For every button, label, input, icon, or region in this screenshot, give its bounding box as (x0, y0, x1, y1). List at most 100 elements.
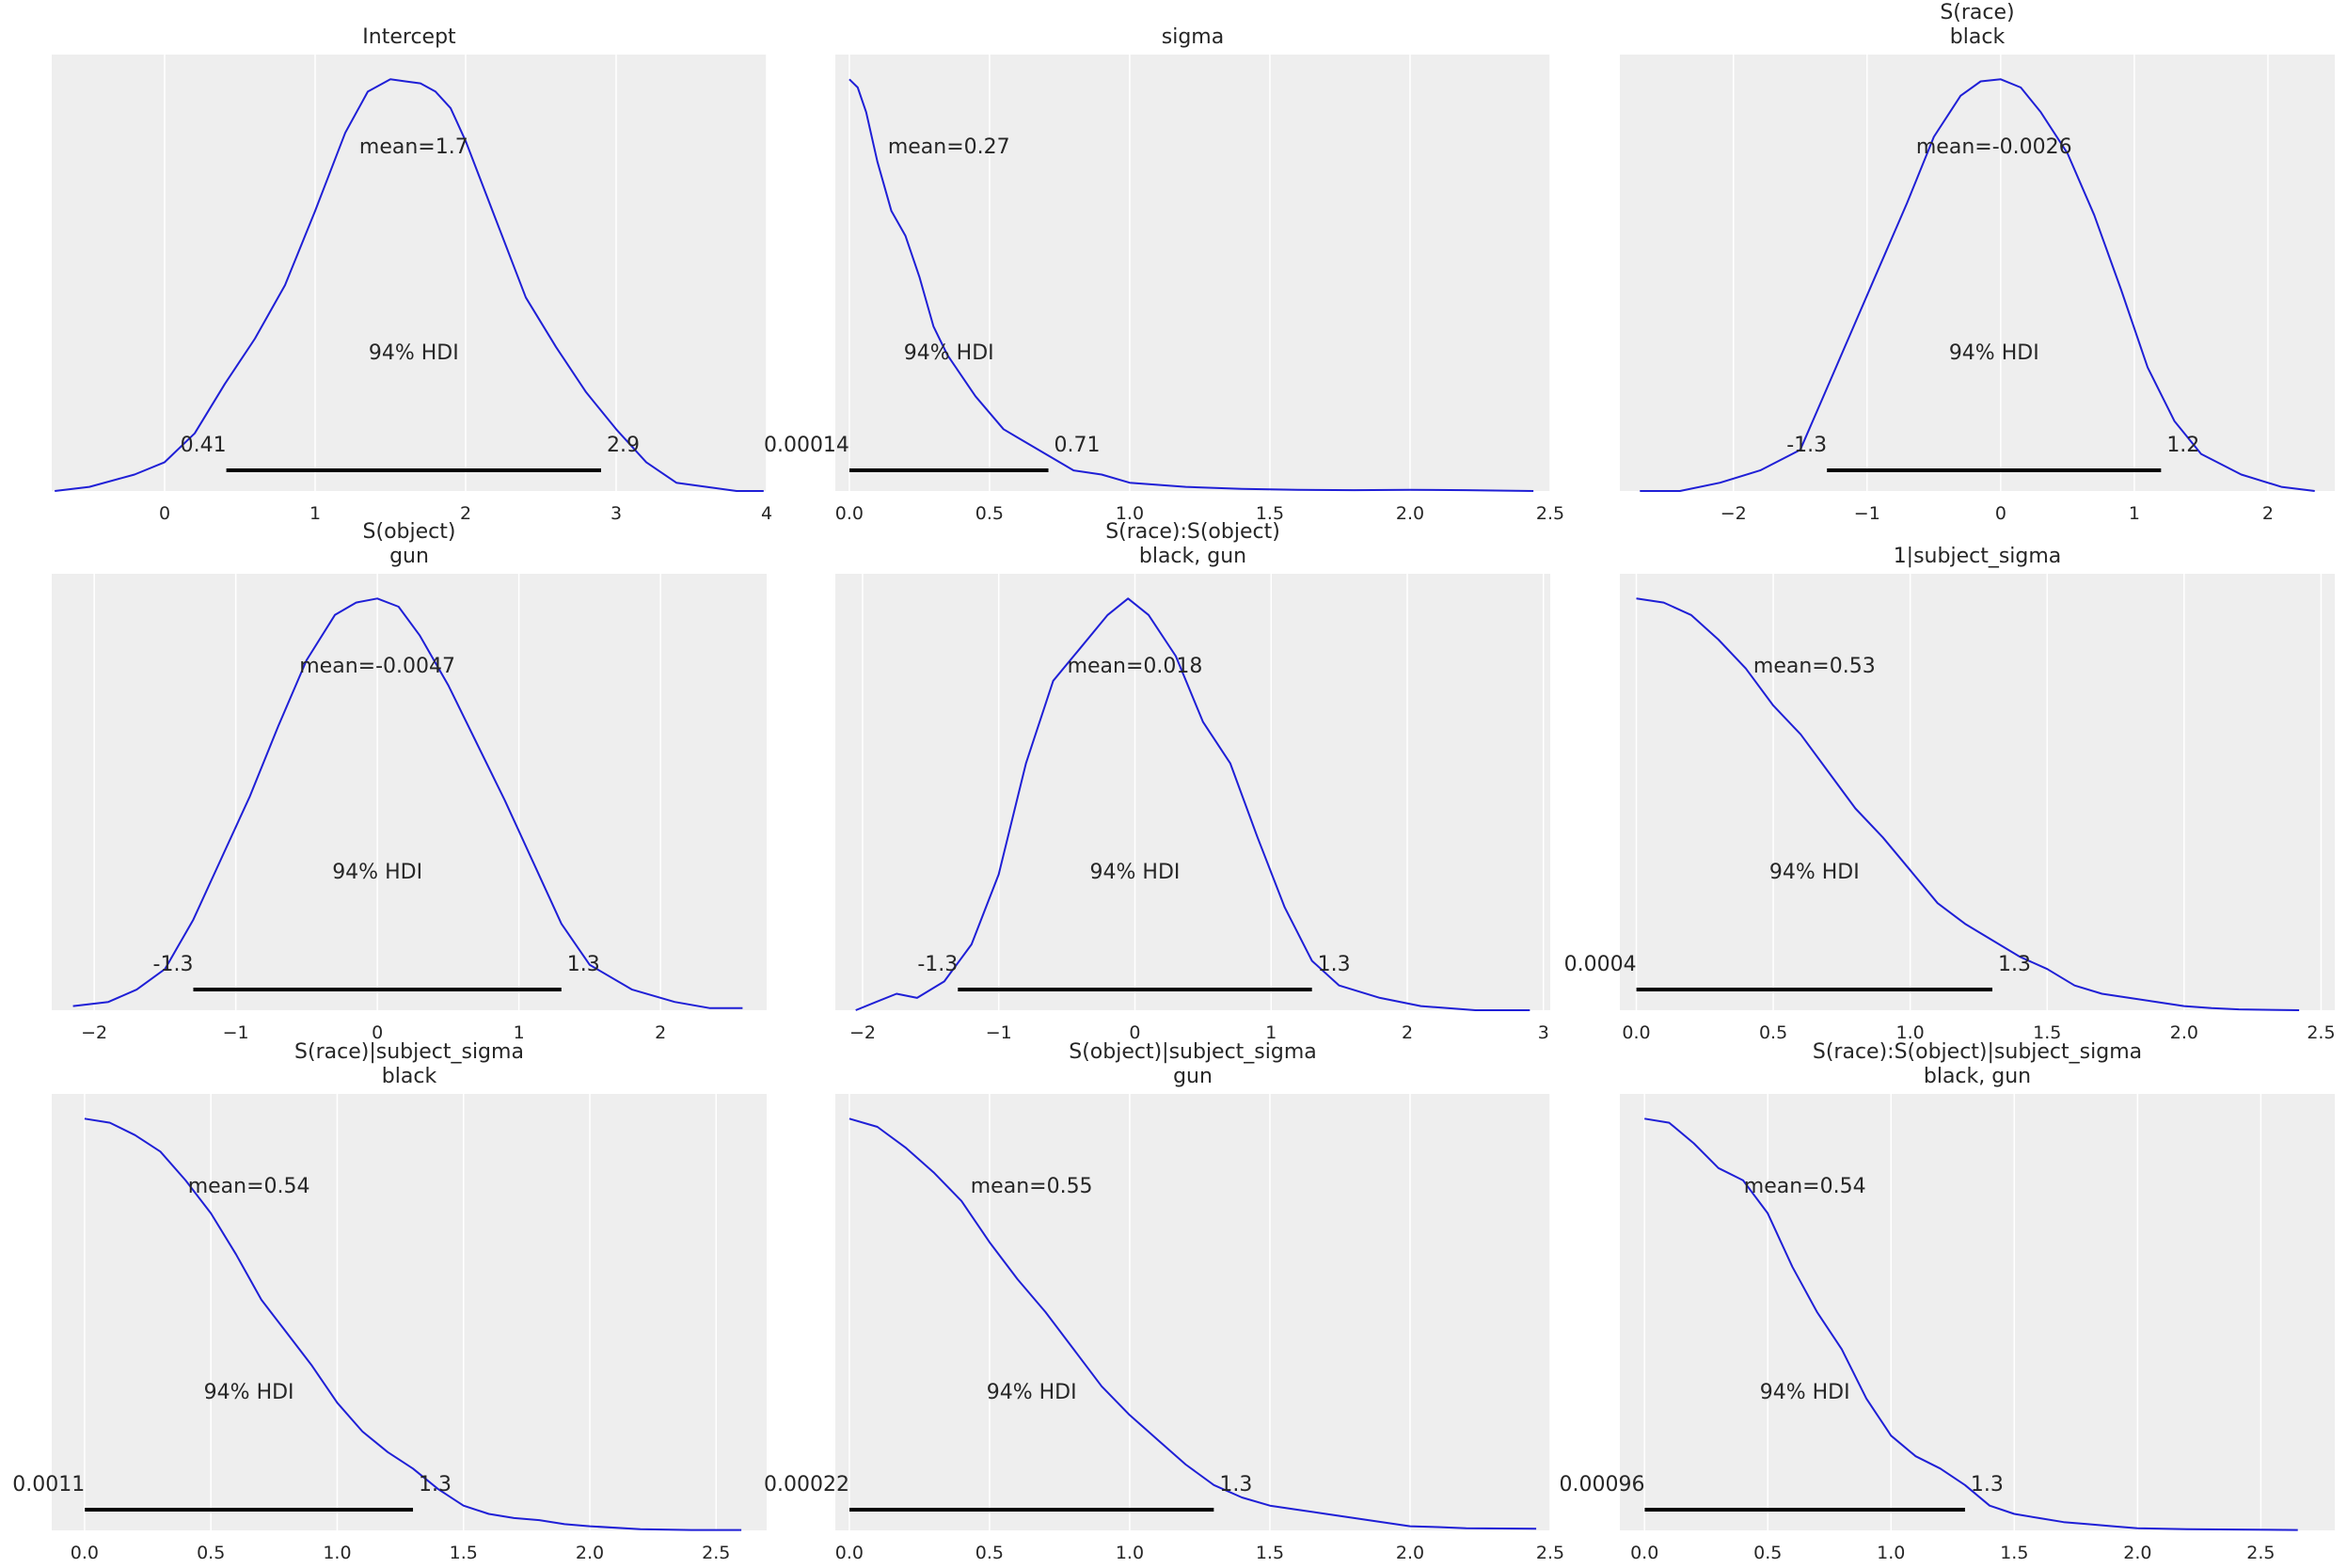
hdi-text: 94% HDI (1769, 861, 1860, 884)
density-curve (1636, 597, 2300, 1011)
x-tick-label: 1.0 (323, 1543, 351, 1563)
panel-title: gun (389, 545, 429, 568)
x-tick-label: 2.0 (1396, 503, 1424, 524)
x-tick-label: 1 (1265, 1022, 1277, 1043)
hdi-text: 94% HDI (904, 341, 994, 365)
x-tick-label: 1.5 (1256, 1543, 1284, 1563)
x-tick-label: 1.0 (1877, 1543, 1905, 1563)
x-tick-label: 2 (1402, 1022, 1413, 1043)
hdi-low-label: 0.41 (181, 434, 227, 457)
mean-label: mean=1.7 (359, 135, 468, 159)
panel-title: S(race):S(object) (1105, 520, 1280, 544)
x-tick-label: 2 (460, 503, 471, 524)
posterior-panel: 0.0 0.5 1.0 1.5 2.0 2.5 sigma 0.00014 0.71 mean=0… (764, 25, 1564, 524)
hdi-high-label: 0.71 (1055, 434, 1101, 457)
panel-title: sigma (1162, 25, 1224, 49)
x-tick-label: 0 (372, 1022, 383, 1043)
hdi-low-label: 0.0004 (1564, 953, 1637, 976)
plot-area (52, 574, 767, 1010)
posterior-panel: −2 −1 0 1 2 S(object)gun -1.3 1.3 mean=-0.0047 94… (52, 520, 767, 1043)
panel-title: gun (1173, 1065, 1213, 1088)
x-tick-label: 1 (309, 503, 321, 524)
density-curve (1640, 78, 2315, 492)
panel-title: black, gun (1924, 1065, 2031, 1088)
mean-label: mean=-0.0026 (1916, 135, 2072, 159)
density-curve (855, 597, 1530, 1011)
density-curve (848, 78, 1534, 492)
hdi-high-label: 1.3 (1971, 1473, 2004, 1497)
x-tick-label: −2 (1721, 503, 1747, 524)
mean-label: mean=0.53 (1753, 655, 1876, 678)
x-tick-label: 2.0 (2123, 1543, 2151, 1563)
x-tick-label: 0.5 (197, 1543, 225, 1563)
hdi-text: 94% HDI (987, 1381, 1077, 1404)
x-tick-label: 0.0 (835, 1543, 864, 1563)
x-tick-label: −2 (81, 1022, 107, 1043)
x-tick-label: 0.0 (1630, 1543, 1658, 1563)
panel-title: black, gun (1139, 545, 1246, 568)
panel-title: S(race)|subject_sigma (294, 1040, 524, 1064)
hdi-high-label: 1.3 (1318, 953, 1351, 976)
x-tick-label: 1.5 (1256, 503, 1284, 524)
posterior-panel: 0.0 0.5 1.0 1.5 2.0 2.5 1|subject_sigma 0.0004 1… (1564, 545, 2336, 1043)
x-tick-label: 1.0 (1896, 1022, 1925, 1043)
x-tick-label: 1.5 (2000, 1543, 2028, 1563)
mean-label: mean=0.54 (1744, 1175, 1866, 1198)
hdi-text: 94% HDI (369, 341, 459, 365)
x-tick-label: −2 (849, 1022, 876, 1043)
posterior-panel: 0.0 0.5 1.0 1.5 2.0 2.5 S(race):S(object)|subj… (1559, 1040, 2335, 1563)
x-tick-label: 4 (761, 503, 772, 524)
panel-title: black (382, 1065, 437, 1088)
hdi-text: 94% HDI (204, 1381, 294, 1404)
hdi-text: 94% HDI (1949, 341, 2039, 365)
density-curve (72, 597, 743, 1009)
plot-area (835, 55, 1550, 491)
mean-label: mean=0.018 (1068, 655, 1203, 678)
hdi-low-label: 0.0011 (12, 1473, 85, 1497)
x-tick-label: 1.0 (1116, 503, 1144, 524)
x-tick-label: 0 (1129, 1022, 1140, 1043)
hdi-low-label: -1.3 (153, 953, 194, 976)
panel-title: 1|subject_sigma (1894, 545, 2062, 568)
mean-label: mean=-0.0047 (299, 655, 455, 678)
hdi-high-label: 1.3 (567, 953, 600, 976)
density-curve (1644, 1117, 2298, 1531)
mean-label: mean=0.54 (188, 1175, 310, 1198)
hdi-high-label: 1.3 (1998, 953, 2031, 976)
x-tick-label: 2.0 (1396, 1543, 1424, 1563)
panel-title: S(race):S(object)|subject_sigma (1813, 1040, 2142, 1064)
panel-title: S(race) (1940, 1, 2014, 24)
x-tick-label: −1 (1854, 503, 1880, 524)
hdi-low-label: 0.00022 (764, 1473, 849, 1497)
x-tick-label: 0.0 (1622, 1022, 1650, 1043)
x-tick-label: 0.5 (1753, 1543, 1782, 1563)
hdi-high-label: 1.2 (2166, 434, 2199, 457)
density-curve (848, 1117, 1537, 1530)
plot-area (52, 1094, 767, 1530)
x-tick-label: 0.5 (975, 1543, 1004, 1563)
hdi-text: 94% HDI (332, 861, 422, 884)
x-tick-label: 0.0 (71, 1543, 99, 1563)
x-tick-label: 1 (514, 1022, 525, 1043)
plot-area (1620, 1094, 2335, 1530)
x-tick-label: 1.5 (2033, 1022, 2061, 1043)
plot-area (1620, 574, 2335, 1010)
panel-title: S(object) (363, 520, 456, 544)
hdi-low-label: -1.3 (1786, 434, 1827, 457)
x-tick-label: 3 (1538, 1022, 1549, 1043)
x-tick-label: −1 (223, 1022, 249, 1043)
hdi-high-label: 2.9 (607, 434, 640, 457)
hdi-low-label: 0.00096 (1559, 1473, 1644, 1497)
mean-label: mean=0.55 (971, 1175, 1093, 1198)
x-tick-label: 1 (2129, 503, 2140, 524)
hdi-low-label: 0.00014 (764, 434, 849, 457)
hdi-high-label: 1.3 (419, 1473, 452, 1497)
hdi-high-label: 1.3 (1219, 1473, 1252, 1497)
plot-area (835, 1094, 1550, 1530)
hdi-text: 94% HDI (1090, 861, 1181, 884)
x-tick-label: 0 (159, 503, 170, 524)
density-curve (55, 78, 764, 492)
x-tick-label: 1.0 (1116, 1543, 1144, 1563)
posterior-panel: −2 −1 0 1 2 S(race)black -1.3 1.2 mean=-0.0026 94… (1620, 1, 2335, 524)
